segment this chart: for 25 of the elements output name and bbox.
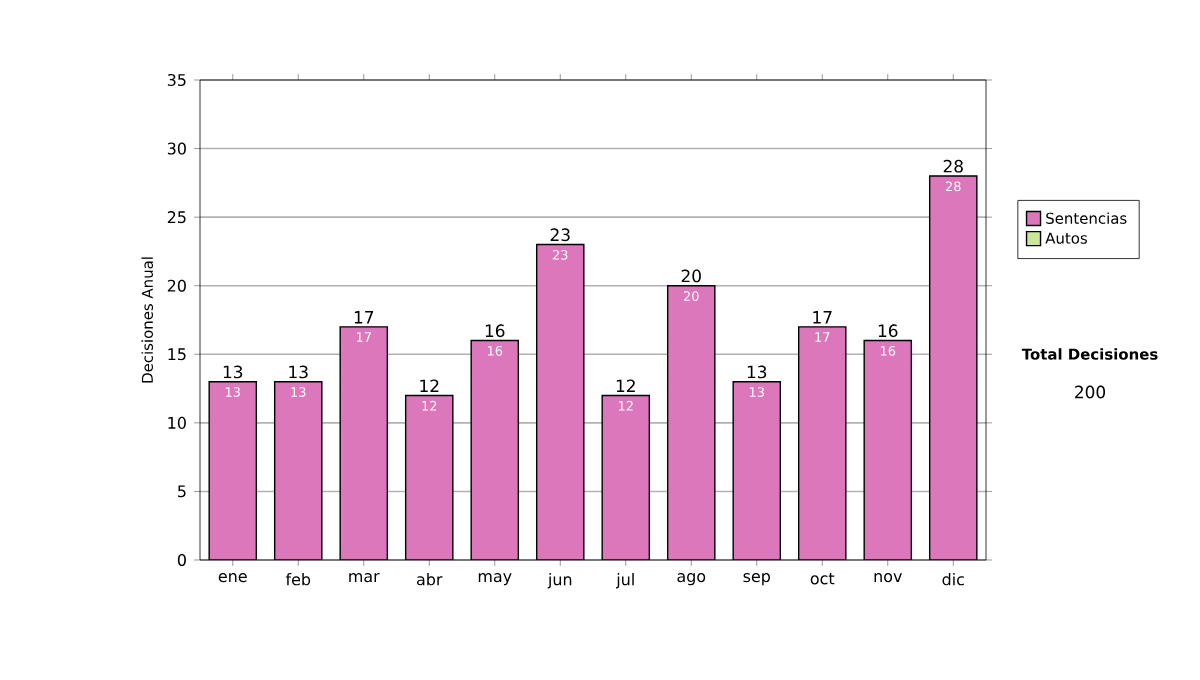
bar [928,175,978,560]
total-label: 16 [878,324,898,338]
bar [405,395,453,560]
total-label: 16 [485,324,505,338]
bar [274,381,322,560]
bar [471,340,519,560]
text: 200 [1075,385,1106,399]
total-label: 12 [616,379,635,393]
bar [209,381,257,560]
total-label: 23 [550,228,570,242]
total-label: 20 [681,269,701,283]
total-label: 13 [747,365,767,379]
total-label: 17 [813,311,832,324]
bar [536,244,584,560]
bar [340,326,388,560]
bar [602,395,650,560]
bar [667,285,715,560]
total-label: 13 [223,365,243,379]
bar [864,340,912,560]
bar [798,326,846,560]
total-label: 17 [354,311,374,324]
total-label: 12 [420,379,439,393]
bar [733,381,781,560]
total-label: 13 [289,365,308,379]
total-label: 28 [943,159,963,173]
